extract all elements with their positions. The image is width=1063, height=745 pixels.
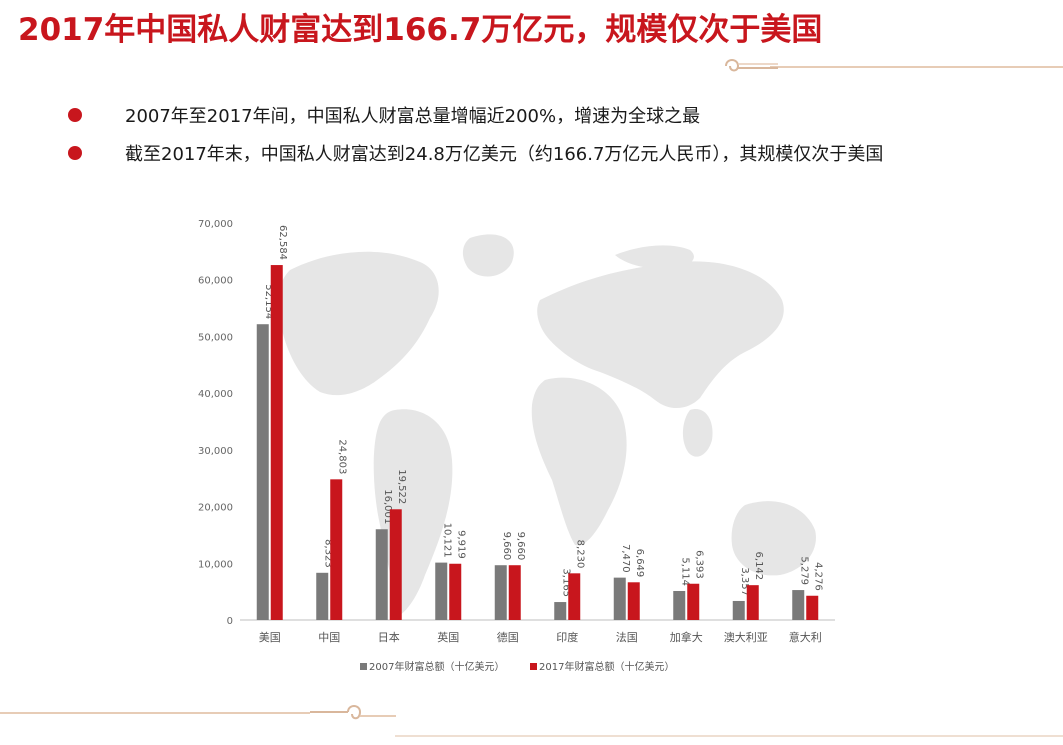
bar-value-label: 5,114 <box>679 557 690 586</box>
bullet-text: 截至2017年末，中国私人财富达到24.8万亿美元（约166.7万亿元人民币），… <box>125 144 884 165</box>
x-category-label: 日本 <box>378 630 400 644</box>
bar-value-label: 24,803 <box>336 439 347 474</box>
bar-value-label: 8,323 <box>322 539 333 568</box>
bar-2017 <box>270 265 283 620</box>
bar-value-label: 7,470 <box>620 544 631 573</box>
y-tick-label: 50,000 <box>198 332 233 343</box>
legend-label: 2007年财富总额（十亿美元） <box>369 660 504 673</box>
bar-value-label: 52,154 <box>263 284 274 319</box>
bar-2017 <box>687 583 700 620</box>
y-tick-label: 70,000 <box>198 219 233 230</box>
bar-value-label: 3,357 <box>739 567 750 596</box>
x-category-label: 印度 <box>556 630 578 644</box>
bar-2007 <box>435 562 448 620</box>
bullet-text: 2007年至2017年间，中国私人财富总量增幅近200%，增速为全球之最 <box>125 106 701 127</box>
x-category-label: 加拿大 <box>670 630 703 644</box>
legend-swatch <box>530 663 537 670</box>
x-category-label: 英国 <box>437 630 459 644</box>
bar-2017 <box>806 595 819 620</box>
x-category-label: 澳大利亚 <box>724 630 768 644</box>
bar-2007 <box>316 572 329 620</box>
world-map-background <box>278 234 816 615</box>
bar-2007 <box>554 602 567 620</box>
bar-value-label: 10,121 <box>441 523 452 558</box>
bar-2007 <box>792 590 805 620</box>
x-category-label: 意大利 <box>789 630 822 644</box>
bullet-dot-icon <box>68 108 82 122</box>
top-scroll-ornament <box>725 59 778 72</box>
y-tick-label: 0 <box>227 616 233 627</box>
bottom-divider-2 <box>395 735 1063 737</box>
legend-label: 2017年财富总额（十亿美元） <box>539 660 674 673</box>
bar-2017 <box>449 563 462 620</box>
bar-value-label: 3,165 <box>560 568 571 597</box>
bar-2017 <box>746 585 759 620</box>
x-category-label: 法国 <box>616 630 638 644</box>
x-category-label: 德国 <box>497 630 519 644</box>
bar-2007 <box>375 529 388 620</box>
bullet-dot-icon <box>68 146 82 160</box>
bar-value-label: 5,279 <box>798 556 809 585</box>
bar-2007 <box>732 600 745 620</box>
bar-value-label: 6,393 <box>693 550 704 579</box>
bar-2007 <box>494 565 507 620</box>
bar-2007 <box>673 590 686 620</box>
bar-2017 <box>330 479 343 620</box>
bar-2017 <box>508 565 521 620</box>
y-tick-label: 10,000 <box>198 559 233 570</box>
bar-value-label: 16,001 <box>382 489 393 524</box>
bar-value-label: 8,230 <box>574 540 585 569</box>
y-tick-label: 20,000 <box>198 503 233 514</box>
y-tick-label: 30,000 <box>198 446 233 457</box>
bar-2017 <box>389 509 402 620</box>
bar-2007 <box>256 324 269 620</box>
bar-value-label: 9,660 <box>515 532 526 561</box>
y-tick-label: 40,000 <box>198 389 233 400</box>
bar-value-label: 4,276 <box>812 562 823 591</box>
bottom-scroll-ornament <box>310 705 396 720</box>
bar-value-label: 62,584 <box>277 225 288 260</box>
top-divider <box>770 66 1063 68</box>
y-tick-label: 60,000 <box>198 276 233 287</box>
bar-2017 <box>627 582 640 620</box>
bar-value-label: 19,522 <box>396 469 407 504</box>
chart-legend: 2007年财富总额（十亿美元） 2017年财富总额（十亿美元） <box>360 660 674 673</box>
bar-value-label: 9,919 <box>455 530 466 559</box>
bar-2007 <box>613 577 626 620</box>
slide-title: 2017年中国私人财富达到166.7万亿元，规模仅次于美国 <box>18 12 823 48</box>
x-category-label: 美国 <box>259 631 281 644</box>
bottom-divider <box>0 712 310 714</box>
x-category-label: 中国 <box>318 631 340 644</box>
bar-value-label: 9,660 <box>501 532 512 561</box>
bar-value-label: 6,142 <box>753 552 764 581</box>
legend-swatch <box>360 663 367 670</box>
bar-value-label: 6,649 <box>634 549 645 578</box>
bar-2017 <box>568 573 581 620</box>
